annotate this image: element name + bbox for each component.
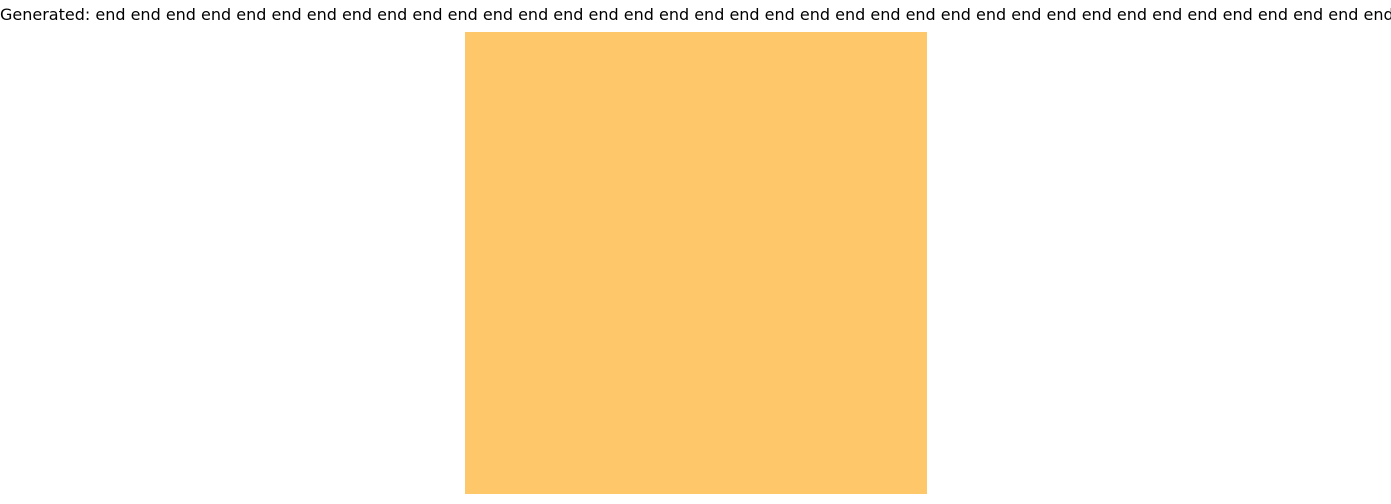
generated-caption: Generated: end end end end end end end e… xyxy=(0,5,1391,24)
generated-image xyxy=(465,32,927,494)
